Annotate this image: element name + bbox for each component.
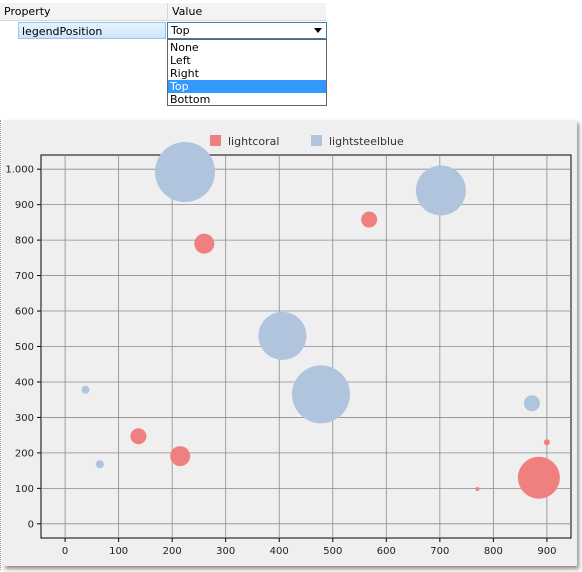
bubble-lightcoral bbox=[517, 456, 560, 499]
chart-canvas: lightcoral lightsteelblue 0 100 200 300 400 50… bbox=[5, 135, 572, 557]
dropdown-option-top[interactable]: Top bbox=[168, 80, 326, 93]
grid-lines bbox=[41, 155, 571, 538]
bubble-lightsteelblue bbox=[81, 385, 90, 394]
bubbles bbox=[81, 142, 560, 499]
y-tick-label: 1.000 bbox=[5, 165, 34, 176]
property-grid: Property Value legendPosition Top bbox=[0, 0, 327, 42]
y-tick-label: 300 bbox=[15, 413, 34, 424]
y-tick-label: 400 bbox=[15, 377, 34, 388]
bubble-lightsteelblue bbox=[155, 142, 216, 203]
y-tick-label: 800 bbox=[15, 236, 34, 247]
x-tick-label: 800 bbox=[484, 546, 503, 557]
value-column-header: Value bbox=[168, 3, 326, 21]
x-tick-label: 600 bbox=[377, 546, 396, 557]
x-tick-label: 300 bbox=[216, 546, 235, 557]
bubble-lightcoral bbox=[361, 211, 378, 228]
bubble-lightcoral bbox=[475, 487, 480, 492]
chevron-down-icon[interactable] bbox=[314, 28, 322, 33]
bubble-lightsteelblue bbox=[415, 165, 466, 216]
x-tick-label: 400 bbox=[270, 546, 289, 557]
x-tick-label: 0 bbox=[62, 546, 68, 557]
x-tick-label: 100 bbox=[109, 546, 128, 557]
x-tick-label: 200 bbox=[163, 546, 182, 557]
bubble-lightcoral bbox=[543, 439, 550, 446]
combobox-value: Top bbox=[171, 24, 190, 37]
y-tick-label: 700 bbox=[15, 271, 34, 282]
dropdown-option-none[interactable]: None bbox=[170, 41, 199, 54]
bubble-lightsteelblue bbox=[258, 311, 307, 360]
y-tick-label: 0 bbox=[28, 519, 34, 530]
axes: 0 100 200 300 400 500 600 700 800 900 0 100 200 300 40… bbox=[5, 165, 556, 557]
bubble-lightcoral bbox=[130, 428, 147, 445]
legend-swatch bbox=[311, 135, 322, 146]
dropdown-option-bottom[interactable]: Bottom bbox=[170, 93, 211, 106]
bubble-lightsteelblue bbox=[95, 460, 104, 469]
legend-position-dropdown[interactable]: None Left Right Top Bottom bbox=[167, 39, 327, 106]
bubble-lightcoral bbox=[194, 233, 215, 254]
dropdown-option-right[interactable]: Right bbox=[170, 67, 199, 80]
chart-legend: lightcoral lightsteelblue bbox=[210, 135, 404, 148]
bubble-lightsteelblue bbox=[523, 395, 540, 412]
legend-swatch bbox=[210, 135, 221, 146]
bubble-lightsteelblue bbox=[291, 365, 350, 424]
window-edge bbox=[0, 120, 3, 570]
legend-label: lightsteelblue bbox=[329, 135, 404, 148]
y-tick-label: 900 bbox=[15, 200, 34, 211]
property-name-cell[interactable]: legendPosition bbox=[18, 22, 166, 39]
dropdown-option-left[interactable]: Left bbox=[170, 54, 191, 67]
legend-label: lightcoral bbox=[228, 135, 279, 148]
legend-position-combobox[interactable]: Top bbox=[167, 22, 327, 39]
x-tick-label: 700 bbox=[430, 546, 449, 557]
y-tick-label: 600 bbox=[15, 307, 34, 318]
property-column-header: Property bbox=[0, 3, 168, 21]
bubble-chart: lightcoral lightsteelblue 0 100 200 300 400 50… bbox=[3, 120, 577, 566]
bubble-lightcoral bbox=[170, 446, 191, 467]
x-tick-label: 900 bbox=[537, 546, 556, 557]
y-tick-label: 100 bbox=[15, 484, 34, 495]
y-tick-label: 200 bbox=[15, 448, 34, 459]
x-tick-label: 500 bbox=[323, 546, 342, 557]
y-tick-label: 500 bbox=[15, 342, 34, 353]
